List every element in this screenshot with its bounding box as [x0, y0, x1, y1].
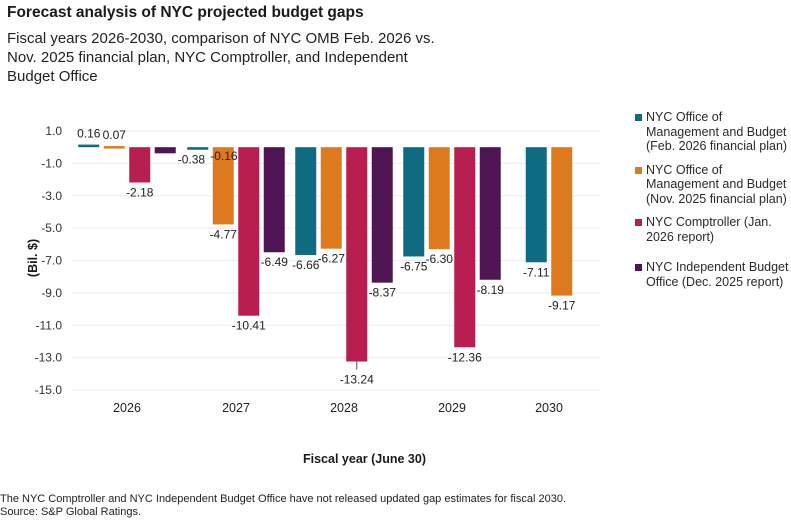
bar-2026-series-3 — [129, 147, 151, 183]
legend-swatch — [635, 166, 642, 174]
data-label: -8.19 — [477, 283, 505, 297]
bar-2028-series-3 — [346, 147, 368, 362]
legend-label: NYC Comptroller (Jan. 2026 report) — [646, 215, 772, 244]
bar-2027-series-3 — [238, 147, 260, 316]
data-label: -6.75 — [400, 259, 428, 273]
data-label: -12.36 — [448, 350, 482, 364]
y-tick-label: -3.0 — [41, 189, 62, 203]
legend-swatch — [635, 114, 642, 121]
chart-subtitle: Fiscal years 2026-2030, comparison of NY… — [7, 30, 435, 85]
x-tick-label: 2028 — [330, 401, 358, 415]
y-tick-label: -9.0 — [41, 286, 62, 300]
bar-2026-series-4 — [154, 147, 176, 154]
bar-2029-series-2 — [428, 147, 450, 250]
data-label: 0.07 — [103, 128, 127, 142]
bar-2026-series-1 — [78, 144, 100, 148]
legend-label: NYC Office of Management and Budget (Feb… — [646, 110, 788, 153]
x-tick-label: 2030 — [535, 401, 563, 415]
y-tick-label: -5.0 — [41, 221, 62, 235]
legend-swatch — [635, 219, 642, 226]
data-label: 0.16 — [77, 127, 101, 141]
y-tick-label: -15.0 — [35, 383, 63, 397]
y-tick-label: 1.0 — [45, 124, 62, 138]
data-label: -8.37 — [369, 286, 397, 300]
legend-item-comptroller: NYC Comptroller (Jan. 2026 report) — [633, 215, 791, 244]
bar-2030-series-1 — [525, 147, 547, 263]
footnote-note: The NYC Comptroller and NYC Independent … — [0, 493, 567, 505]
data-label: -10.41 — [232, 319, 266, 333]
x-tick-label: 2026 — [113, 401, 141, 415]
y-axis-label: (Bil. $) — [26, 239, 40, 277]
y-tick-label: -1.0 — [41, 156, 62, 170]
bar-2027-series-1 — [187, 147, 209, 150]
bar-2030-series-2 — [551, 147, 573, 296]
x-tick-label: 2029 — [438, 401, 466, 415]
data-label: -4.77 — [210, 227, 238, 241]
footnote: The NYC Comptroller and NYC Independent … — [0, 493, 566, 518]
legend-label: NYC Office of Management and Budget (Nov… — [646, 162, 787, 206]
data-label: -0.38 — [178, 152, 206, 166]
bar-2027-series-4 — [263, 147, 285, 253]
bar-2029-series-4 — [479, 147, 501, 280]
data-labels: 0.16 0.07-2.18-0.38 -0.16-4.77-10.41-6.49-… — [77, 127, 576, 387]
bar-2028-series-2 — [320, 147, 342, 249]
legend: NYC Office of Management and Budget (Feb… — [633, 110, 791, 298]
data-label: -6.49 — [261, 255, 289, 269]
y-tick-label: -7.0 — [41, 254, 62, 268]
legend-item-ibo: NYC Independent Budget Office (Dec. 2025… — [633, 260, 791, 289]
bar-2027-series-2 — [212, 147, 234, 225]
bar-2029-series-1 — [403, 147, 425, 257]
chart-title: Forecast analysis of NYC projected budge… — [7, 4, 364, 21]
data-label: -6.27 — [318, 252, 346, 266]
y-axis-ticks: 1.0 -1.0 -3.0 -5.0 -7.0 -9.0 -11.0 -13.0 -15.0 — [35, 124, 63, 397]
x-axis-ticks: 2026 2027 2028 2029 2030 — [113, 401, 563, 415]
data-label: -6.66 — [292, 258, 320, 272]
legend-label: NYC Independent Budget Office (Dec. 2025… — [646, 260, 789, 289]
y-tick-label: -11.0 — [36, 318, 63, 332]
x-axis-title: Fiscal year (June 30) — [303, 452, 426, 466]
x-tick-label: 2027 — [222, 401, 250, 415]
bar-2028-series-4 — [371, 147, 393, 283]
data-label: -6.30 — [426, 252, 454, 266]
data-label: -0.16 — [210, 149, 238, 163]
bar-2029-series-3 — [454, 147, 476, 348]
bars — [78, 144, 573, 362]
legend-item-omb-nov-2025: NYC Office of Management and Budget (Nov… — [633, 163, 791, 207]
data-label: -13.24 — [340, 373, 374, 387]
y-tick-label: -13.0 — [35, 351, 63, 365]
legend-item-omb-feb-2026: NYC Office of Management and Budget (Feb… — [633, 110, 791, 154]
bar-2026-series-2 — [103, 146, 125, 149]
data-label: -9.17 — [548, 299, 576, 313]
bar-2028-series-1 — [295, 147, 317, 255]
data-label: -2.18 — [126, 185, 154, 199]
footnote-source: Source: S&P Global Ratings. — [0, 505, 142, 518]
legend-swatch — [635, 264, 642, 271]
data-label: -7.11 — [523, 265, 550, 279]
